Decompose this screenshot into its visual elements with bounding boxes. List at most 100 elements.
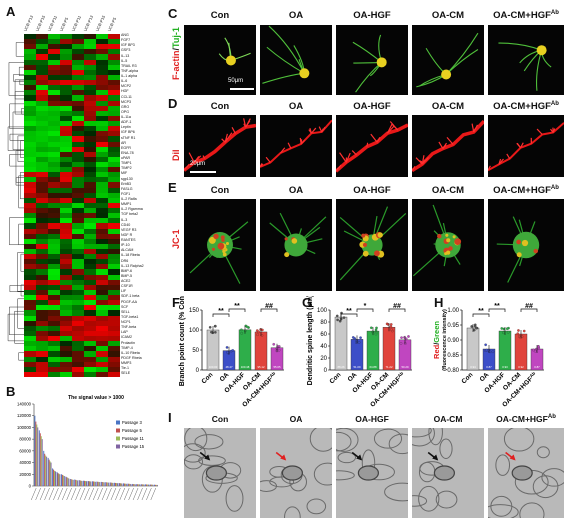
micrograph-drawing: [496, 216, 540, 283]
condition-text: OA-HGF: [353, 10, 391, 21]
heatmap-cell: [60, 167, 73, 173]
heatmap-gene-list: ANG FGF7 IGF BP3 GSF3 IL-13 IL-5 TRAIL R3 TNF-a…: [121, 33, 161, 377]
heatmap-cell: [24, 325, 37, 332]
dendrogram-branch: [18, 175, 24, 209]
heatmap-cell: [108, 192, 121, 199]
heatmap-cell: [72, 115, 85, 122]
bar: [466, 327, 480, 371]
spine: [366, 142, 369, 147]
heatmap-cell: [72, 254, 85, 260]
row-label-d: DiI: [171, 149, 181, 161]
mitochondrion: [511, 465, 533, 481]
data-point: [506, 330, 510, 334]
heatmap-cell: [24, 105, 37, 112]
heatmap-cell: [36, 315, 49, 321]
y-tick-label: 100000: [17, 425, 32, 430]
bar-value-label: 51.09: [354, 365, 361, 369]
bar: [49, 461, 51, 486]
spine: [188, 152, 195, 163]
heatmap-cell: [96, 279, 109, 286]
heatmap-cell: [96, 269, 109, 275]
heatmap-cell: [96, 146, 109, 153]
panel-label-i: I: [168, 410, 172, 425]
micrograph-drawing: [498, 42, 552, 91]
heatmap-cell: [60, 69, 73, 76]
heatmap-gene-label: RANTES: [121, 238, 136, 242]
neurite: [352, 41, 383, 63]
bar: [111, 482, 113, 486]
heatmap-gene-label: MMP3: [121, 361, 132, 365]
heatmap-cell: [72, 80, 85, 86]
heatmap-cell: [96, 300, 109, 306]
heatmap-cell: [60, 366, 73, 373]
heatmap-cell: [108, 346, 121, 352]
heatmap-cell: [72, 34, 85, 40]
dendrogram-branch: [14, 310, 24, 344]
spine-micrograph: [488, 115, 564, 177]
heatmap-cell: [84, 74, 97, 81]
mitochondrion: [281, 465, 304, 481]
heatmap-cell: [48, 325, 61, 332]
heatmap-cell: [60, 274, 73, 281]
spine: [184, 163, 190, 171]
heatmap-cell: [84, 172, 97, 178]
spine: [488, 165, 491, 171]
bar: [68, 478, 70, 486]
heatmap-cell: [96, 320, 109, 327]
heatmap-cell: [24, 254, 37, 260]
heatmap-cell: [108, 90, 121, 96]
bar: [47, 457, 49, 486]
heatmap-column-label: UCB-P5: [106, 16, 118, 32]
heatmap-cell: [96, 90, 109, 96]
data-point: [519, 336, 522, 339]
heatmap-cell: [108, 141, 121, 147]
heatmap-cell: [84, 325, 97, 332]
heatmap-cell: [48, 126, 61, 132]
heatmap-cell: [96, 151, 109, 158]
heatmap-cell: [48, 228, 61, 234]
heatmap-cell: [108, 305, 121, 311]
micrograph-drawing: [189, 221, 249, 284]
x-tick-label: [70, 487, 77, 501]
heatmap-cell: [60, 90, 73, 96]
heatmap-cell: [24, 187, 37, 193]
heatmap-cell: [84, 64, 97, 71]
significance-bracket: [260, 308, 278, 312]
heatmap-gene-label: FGF7: [121, 38, 131, 43]
spine: [287, 142, 292, 149]
bar: [37, 427, 39, 486]
mitochondria-dot: [516, 252, 522, 258]
heatmap-cell: [108, 39, 121, 45]
heatmap-cell: [84, 85, 97, 91]
heatmap-cell: [72, 192, 85, 199]
condition-header-c: Con OA OA-HGF OA-CM OA-CM+HGFAb: [184, 10, 564, 24]
heatmap-cell: [96, 233, 109, 240]
heatmap-cell: [24, 192, 37, 199]
heatmap-cell: [84, 177, 97, 183]
heatmap-cell: [72, 325, 85, 332]
dendrogram-branch: [13, 74, 24, 82]
condition-label: OA-HGF: [336, 414, 408, 424]
heatmap-gene-label: TIMP-4: [121, 345, 133, 350]
heatmap-cell: [84, 192, 97, 199]
data-point: [374, 332, 378, 336]
heatmap-cell: [96, 167, 109, 173]
bar-value-label: 0.92: [518, 365, 524, 369]
heatmap-column-labels: UCB-P13 UCB-P15 UCB-P11 UCB-P5 UCB-P11 UCB-P1…: [22, 2, 118, 32]
heatmap-cell: [60, 310, 73, 316]
heatmap-dendrogram: [7, 42, 24, 361]
bar: [83, 480, 85, 486]
heatmap-cell: [48, 233, 61, 240]
heatmap-gene-label: TNF-alpha: [121, 68, 138, 73]
heatmap-cell: [96, 371, 109, 378]
heatmap-cell: [24, 351, 37, 357]
heatmap-cell: [36, 192, 49, 199]
bar: [56, 471, 58, 486]
heatmap-cell: [36, 54, 49, 60]
spine: [231, 127, 236, 134]
heatmap-cell: [48, 136, 61, 142]
condition-label: OA: [260, 185, 332, 196]
heatmap-gene-label: Prolactin: [121, 340, 135, 345]
heatmap-cell: [48, 141, 61, 147]
bar: [75, 479, 77, 486]
